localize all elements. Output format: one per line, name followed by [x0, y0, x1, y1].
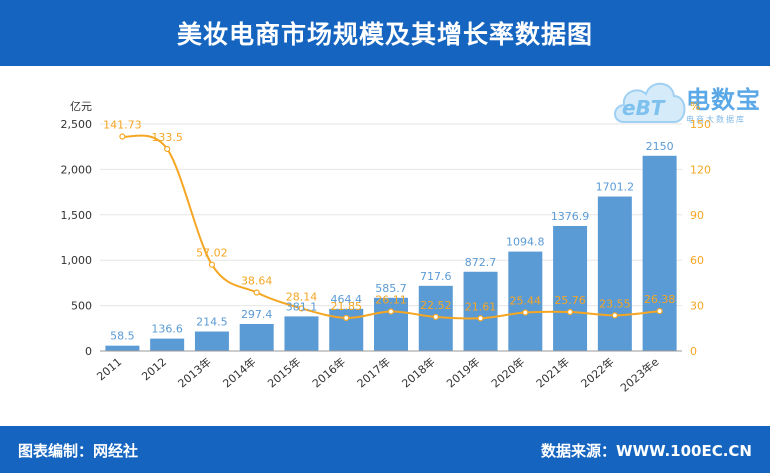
y2-tick-label: 90 [690, 209, 704, 222]
chart-title: 美妆电商市场规模及其增长率数据图 [0, 0, 770, 66]
logo-mark: eBT [622, 96, 665, 120]
x-tick-label: 2012 [139, 355, 169, 383]
y-tick-label: 2,000 [61, 163, 93, 176]
line-point [298, 305, 305, 312]
x-tick-label: 2014年 [220, 355, 259, 391]
footer-bar: 图表编制：网经社 数据来源：WWW.100EC.CN [0, 426, 770, 473]
bar [105, 345, 140, 351]
y2-tick-label: 150 [690, 118, 711, 131]
cloud-icon [614, 82, 686, 123]
line-point [343, 314, 350, 322]
line-value-label: 57.02 [196, 247, 228, 260]
line-point [253, 289, 260, 296]
x-tick-label: 2016年 [309, 355, 348, 391]
line-value-label: 21.61 [465, 300, 497, 313]
y-axis-label: 亿元 [70, 100, 92, 113]
x-tick-label: 2018年 [399, 355, 438, 391]
line-value-label: 25.76 [554, 294, 586, 307]
line-value-label: 21.85 [330, 300, 362, 313]
line-point [566, 308, 574, 316]
y-tick-label: 1,000 [61, 254, 93, 267]
line-point [611, 312, 618, 319]
line-value-label: 22.52 [420, 299, 452, 312]
line-point [432, 313, 439, 321]
x-tick-label: 2023年e [617, 354, 661, 394]
bar-value-label: 136.6 [151, 323, 183, 336]
bar-value-label: 297.4 [241, 308, 273, 321]
bar [642, 155, 677, 351]
line-value-label: 133.5 [151, 131, 183, 144]
bar [194, 331, 229, 351]
line-value-label: 38.64 [241, 275, 273, 288]
x-tick-label: 2022年 [578, 355, 617, 391]
logo-brand: 电数宝 [686, 86, 761, 114]
bar-value-label: 2150 [646, 140, 674, 153]
x-tick-label: 2020年 [488, 355, 527, 391]
y2-tick-label: 120 [690, 163, 711, 176]
y-tick-label: 2,500 [61, 118, 93, 131]
chart-plot: 0 500 1,000 1,500 2,000 2,500 0 30 60 90 120 150 亿元%… [61, 100, 712, 395]
bar-value-label: 58.5 [110, 330, 135, 343]
line-point [164, 145, 171, 153]
x-tick-label: 2017年 [354, 355, 393, 391]
dianshubao-logo: eBT 电数宝 电商大数据库 [606, 70, 770, 132]
logo-tagline: 电商大数据库 [686, 115, 746, 124]
bar-value-label: 717.6 [420, 270, 452, 283]
y2-tick-label: 0 [690, 345, 697, 358]
line-value-label: 28.14 [286, 290, 318, 303]
bar-value-label: 214.5 [196, 316, 228, 329]
bar-value-label: 872.7 [465, 256, 497, 269]
line-value-label: 26.38 [644, 293, 676, 306]
bar [463, 271, 498, 351]
line-point [387, 308, 395, 315]
line-point [477, 315, 484, 322]
footer-compiler: 图表编制：网经社 [18, 442, 139, 460]
x-tick-label: 2019年 [444, 355, 483, 391]
bar [553, 225, 588, 351]
footer-source: 数据来源：WWW.100EC.CN [541, 442, 752, 460]
line-point [656, 307, 663, 315]
bar-value-label: 1094.8 [506, 236, 545, 249]
line-point [522, 309, 529, 316]
bar [597, 196, 632, 351]
line-value-label: 141.73 [103, 119, 142, 132]
x-tick-label: 2021年 [533, 355, 572, 391]
x-tick-label: 2011 [95, 355, 125, 383]
bar [150, 338, 185, 351]
y2-axis-label: % [690, 100, 700, 113]
bar [508, 251, 543, 351]
x-tick-label: 2015年 [265, 355, 304, 391]
bar-value-label: 1701.2 [596, 181, 635, 194]
bar [284, 316, 319, 351]
line-value-label: 26.11 [375, 293, 407, 306]
y-tick-label: 0 [85, 345, 92, 358]
y2-tick-label: 30 [690, 300, 704, 313]
bar [239, 323, 274, 351]
bar-value-label: 381.1 [286, 300, 318, 313]
line-value-label: 23.55 [599, 297, 631, 310]
bar [374, 297, 408, 351]
line-point [119, 133, 126, 140]
line-point [208, 261, 216, 268]
y2-tick-label: 60 [690, 254, 704, 267]
bar-value-label: 1376.9 [551, 210, 590, 223]
bar-value-label: 464.4 [330, 293, 362, 306]
y-tick-label: 1,500 [61, 209, 93, 222]
bar-value-label: 585.7 [375, 282, 407, 295]
x-tick-label: 2013年 [175, 355, 214, 391]
y-tick-label: 500 [71, 300, 92, 313]
line-value-label: 25.44 [510, 295, 542, 308]
